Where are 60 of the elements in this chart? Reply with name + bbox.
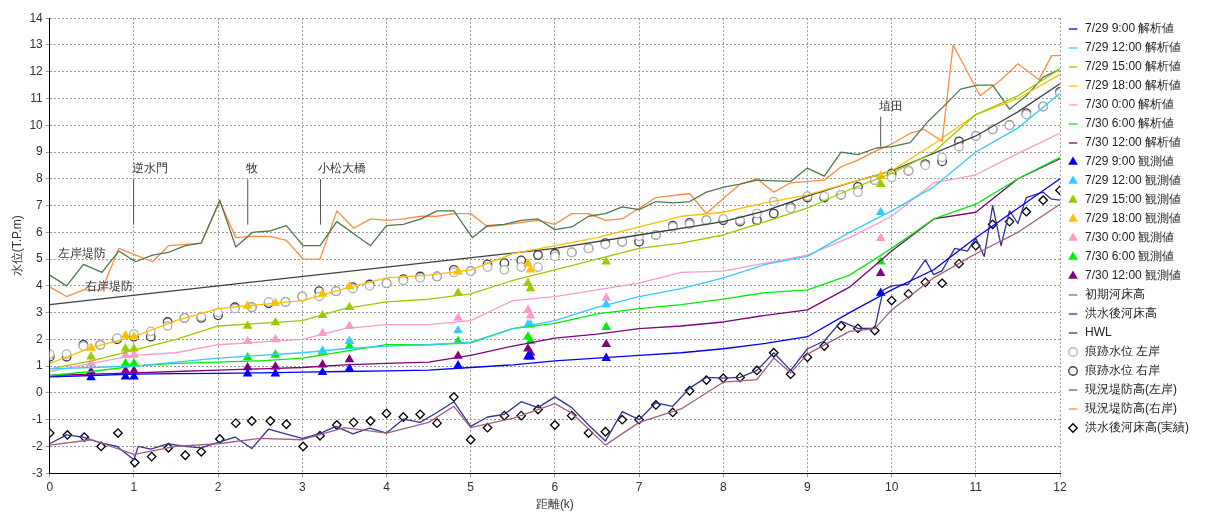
legend-label: 7/29 18:00 観測値 [1085,211,1182,226]
x-tick-label: 11 [969,479,983,494]
legend-label: 7/30 12:00 観測値 [1085,268,1182,283]
y-tick-label: -2 [32,438,44,453]
x-tick-label: 10 [884,479,899,494]
y-tick-label: 11 [30,90,44,105]
legend-label: 7/30 0:00 観測値 [1085,230,1175,245]
x-tick-label: 3 [298,479,306,494]
legend-label: 洪水後河床高(実績) [1085,420,1190,435]
y-tick-label: -3 [32,465,44,480]
y-tick-label: 12 [29,64,44,79]
x-axis-title: 距離(k) [535,497,574,512]
annotation: 逆水門 [131,161,168,176]
y-tick-label: 13 [29,37,44,52]
legend-label: 7/30 12:00 解析値 [1085,135,1182,150]
legend-label: 7/29 18:00 解析値 [1085,78,1182,93]
annotation: 牧 [245,161,258,176]
x-tick-label: 9 [804,479,812,494]
legend-label: 7/30 6:00 解析値 [1085,116,1175,131]
y-tick-label: 10 [29,117,44,132]
legend-label: 7/29 9:00 観測値 [1085,154,1175,169]
annotation: 埴田 [877,98,903,113]
legend-label: 痕跡水位 左岸 [1085,344,1161,359]
y-tick-label: 2 [36,331,44,346]
x-tick-label: 4 [383,479,391,494]
y-tick-label: 5 [36,251,44,266]
x-tick-label: 12 [1053,479,1067,494]
y-tick-label: 0 [36,385,44,400]
legend-label: 7/30 6:00 観測値 [1085,249,1175,264]
y-tick-label: 6 [36,224,44,239]
legend-label: 痕跡水位 右岸 [1085,363,1161,378]
legend-label: HWL [1085,325,1112,340]
y-tick-label: 4 [36,278,44,293]
x-tick-label: 2 [214,479,222,494]
x-tick-label: 6 [551,479,559,494]
y-tick-label: -1 [32,411,44,426]
y-tick-label: 9 [36,144,44,159]
y-tick-label: 8 [36,171,44,186]
y-tick-label: 3 [36,304,44,319]
x-tick-label: 8 [719,479,727,494]
x-tick-label: 5 [467,479,475,494]
legend-label: 洪水後河床高 [1085,306,1158,321]
x-tick-label: 0 [46,479,54,494]
y-axis-title: 水位(T.P.m) [9,215,24,277]
x-tick-label: 1 [130,479,138,494]
x-tick-label: 7 [635,479,643,494]
annotation: 左岸堤防 [57,245,106,260]
annotation: 小松大橋 [318,161,367,176]
y-tick-label: 7 [36,197,44,212]
legend-label: 7/30 0:00 解析値 [1085,97,1175,112]
legend-label: 初期河床高 [1085,287,1146,302]
y-tick-label: 1 [36,358,44,373]
y-tick-label: 14 [29,10,44,25]
legend-label: 現況堤防高(左岸) [1085,382,1178,397]
legend-label: 現況堤防高(右岸) [1085,401,1178,416]
legend-label: 7/29 15:00 観測値 [1085,192,1182,207]
legend-label: 7/29 15:00 解析値 [1085,59,1182,74]
legend-label: 7/29 9:00 解析値 [1085,21,1175,36]
legend-label: 7/29 12:00 解析値 [1085,40,1182,55]
legend-label: 7/29 12:00 観測値 [1085,173,1182,188]
